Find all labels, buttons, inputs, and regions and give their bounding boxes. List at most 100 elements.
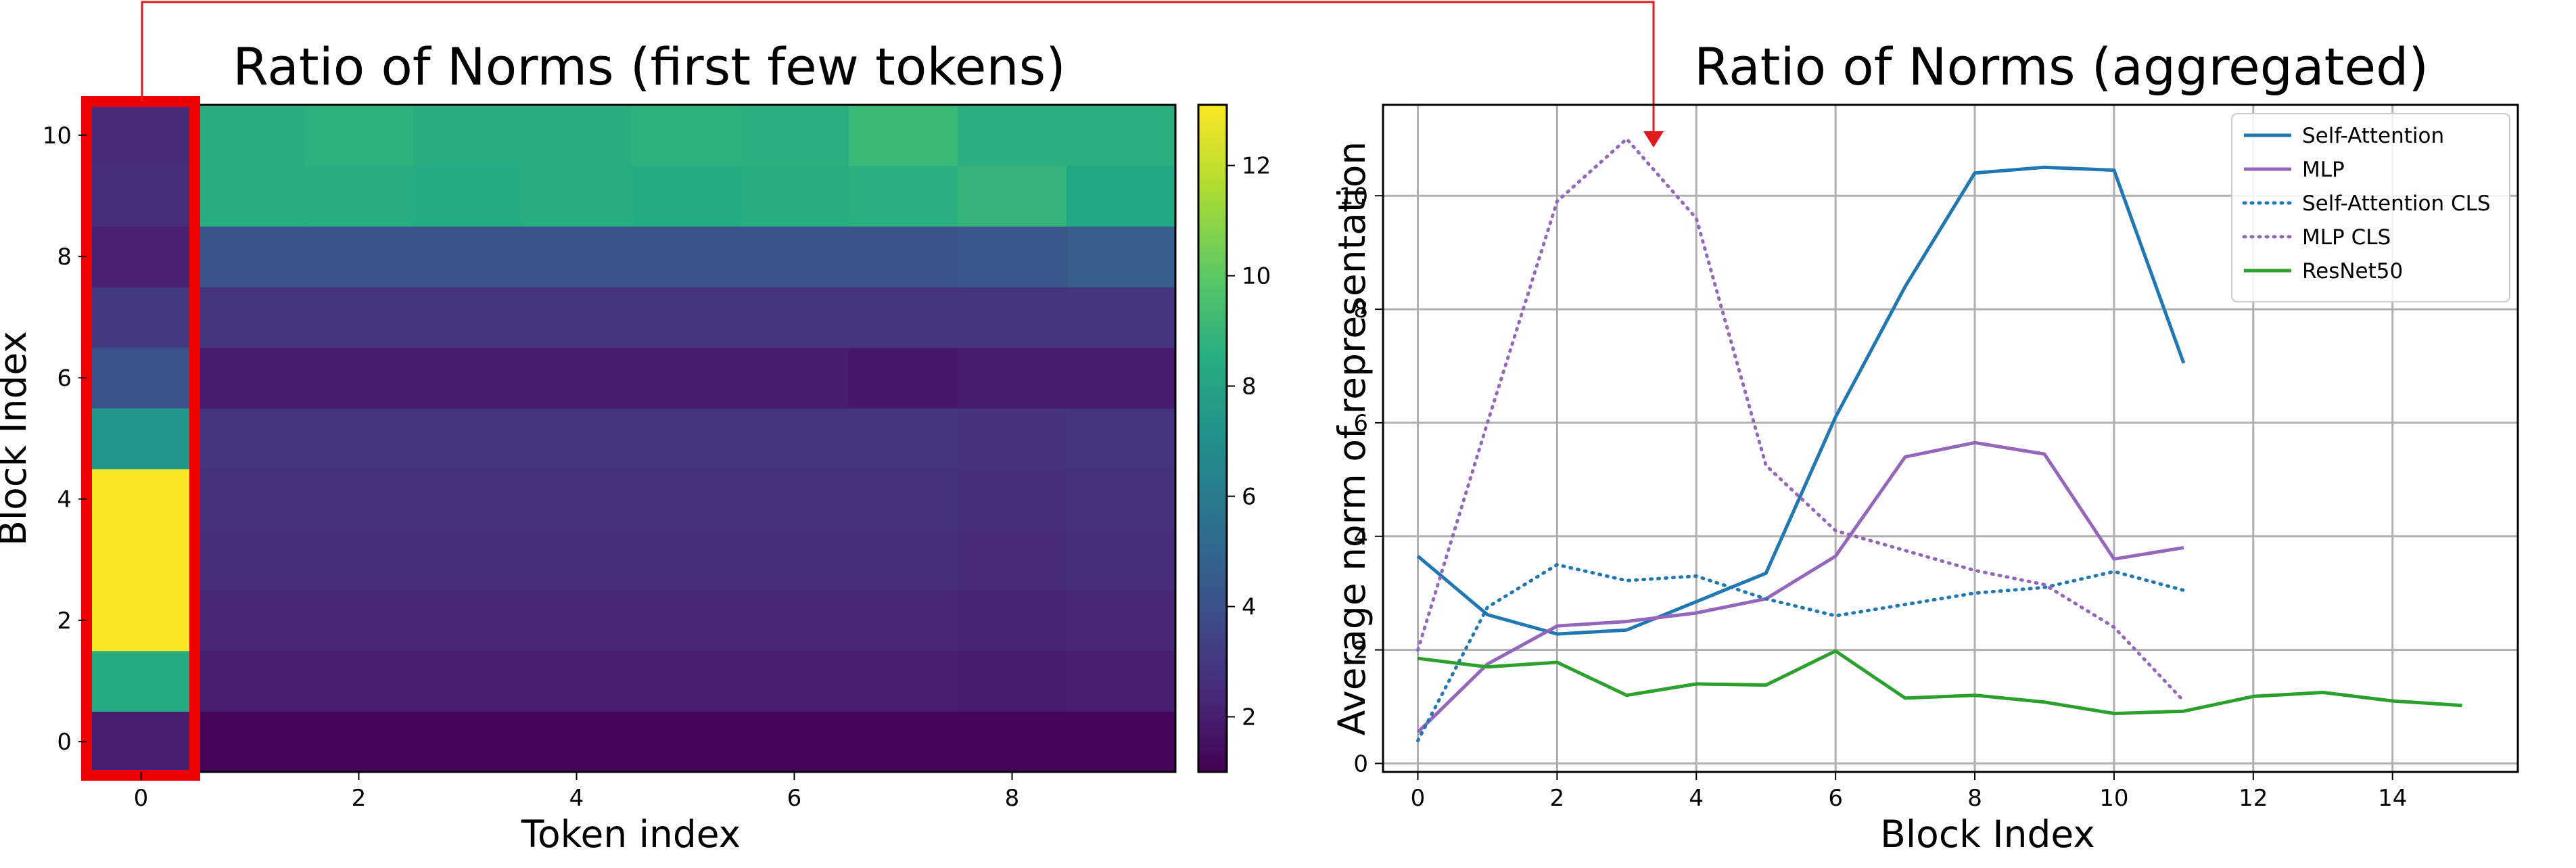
heatmap-cell — [631, 711, 741, 773]
heatmap-cell — [740, 347, 849, 409]
heatmap-cell — [1067, 286, 1176, 348]
legend-box — [2231, 113, 2510, 302]
heatmap-cell — [631, 165, 741, 227]
heatmap-x-ticks: 0 2 4 6 8 — [134, 772, 1019, 812]
line-chart-y-ticks: 0 2 4 6 8 10 — [1339, 183, 1383, 777]
x-tick-label: 6 — [787, 785, 802, 812]
series-line-mlp-cls — [1416, 137, 2186, 703]
series-line-mlp — [1416, 440, 2184, 734]
heatmap-cell — [1067, 226, 1176, 288]
heatmap-cell — [304, 650, 414, 712]
y-tick-label: 8 — [57, 244, 72, 271]
heatmap-cell — [958, 529, 1067, 591]
line-chart-frame — [1382, 104, 2519, 773]
heatmap-cell — [195, 286, 305, 348]
heatmap-cell — [87, 590, 196, 652]
heatmap-cell — [1067, 347, 1176, 409]
colorbar-tick-label: 2 — [1242, 704, 1257, 731]
heatmap-cell — [87, 347, 196, 409]
heatmap-cell — [740, 590, 849, 652]
y-tick-label: 4 — [57, 486, 72, 513]
heatmap-cell — [631, 408, 741, 470]
heatmap-cell — [304, 286, 414, 348]
heatmap-cell — [195, 529, 305, 591]
heatmap-cell — [958, 286, 1067, 348]
x-tick-label: 4 — [569, 785, 584, 812]
heatmap-cell — [740, 165, 849, 227]
x-tick-label: 4 — [1689, 785, 1704, 812]
heatmap-cell — [413, 165, 523, 227]
heatmap-cell — [1067, 105, 1176, 166]
heatmap-cell — [522, 650, 632, 712]
x-tick-label: 2 — [1550, 785, 1565, 812]
heatmap-cell — [958, 408, 1067, 470]
heatmap-cell — [849, 468, 958, 530]
y-tick-label: 2 — [1353, 637, 1368, 664]
heatmap-ylabel: Block Index — [0, 331, 34, 546]
heatmap-cell — [87, 286, 196, 348]
heatmap-cell — [1067, 468, 1176, 530]
x-tick-label: 2 — [352, 785, 367, 812]
y-tick-label: 4 — [1353, 524, 1368, 551]
legend-label: Self-Attention CLS — [2302, 191, 2491, 216]
heatmap-cell — [304, 590, 414, 652]
colorbar-gradient — [1197, 104, 1228, 773]
x-tick-label: 10 — [2099, 785, 2128, 812]
heatmap-cell — [87, 650, 196, 712]
heatmap-cell — [631, 105, 741, 166]
series-line-self-attention-cls — [1416, 563, 2186, 743]
heatmap-cell — [1067, 711, 1176, 773]
y-tick-label: 6 — [1353, 410, 1368, 437]
heatmap-cell — [195, 347, 305, 409]
heatmap-cell — [958, 650, 1067, 712]
heatmap-cell — [958, 165, 1067, 227]
heatmap-cell — [958, 226, 1067, 288]
line-chart-xlabel: Block Index — [1880, 813, 2095, 856]
heatmap-cell — [849, 529, 958, 591]
line-chart-x-ticks: 0 2 4 6 8 10 12 14 — [1411, 772, 2407, 812]
heatmap-cell — [958, 347, 1067, 409]
legend-label: ResNet50 — [2302, 259, 2403, 283]
heatmap-cell — [304, 105, 414, 166]
heatmap-cell — [87, 165, 196, 227]
heatmap-cell — [195, 226, 305, 288]
heatmap-cell — [413, 105, 523, 166]
heatmap-cell — [849, 165, 958, 227]
heatmap-cell — [304, 408, 414, 470]
heatmap-cell — [195, 711, 305, 773]
heatmap-cell — [631, 347, 741, 409]
heatmap-cell — [958, 711, 1067, 773]
arrow-path — [141, 1, 1655, 133]
heatmap-cell — [413, 650, 523, 712]
heatmap-cell — [958, 590, 1067, 652]
heatmap-cell — [631, 286, 741, 348]
heatmap-cell — [304, 711, 414, 773]
y-tick-label: 8 — [1353, 296, 1368, 323]
heatmap-cell — [522, 408, 632, 470]
heatmap-cell — [631, 468, 741, 530]
heatmap-cell — [87, 226, 196, 288]
heatmap-cell — [195, 408, 305, 470]
heatmap-cell — [1067, 408, 1176, 470]
heatmap-cell — [304, 347, 414, 409]
heatmap-cell — [849, 105, 958, 166]
heatmap-cell — [631, 226, 741, 288]
heatmap-cell — [304, 165, 414, 227]
heatmap-cell — [849, 650, 958, 712]
series-line-self-attention — [1416, 165, 2186, 636]
heatmap-cell — [413, 226, 523, 288]
heatmap-cell — [1067, 529, 1176, 591]
heatmap-cell — [631, 529, 741, 591]
heatmap-cell — [958, 105, 1067, 166]
heatmap-cell — [413, 711, 523, 773]
heatmap-cell — [849, 226, 958, 288]
heatmap-cell — [522, 711, 632, 773]
heatmap-cell — [740, 408, 849, 470]
heatmap-cell — [522, 286, 632, 348]
x-tick-label: 14 — [2378, 785, 2407, 812]
heatmap-cell — [740, 468, 849, 530]
heatmap-cell — [631, 590, 741, 652]
heatmap-cell — [195, 105, 305, 166]
heatmap-cell — [740, 226, 849, 288]
x-tick-label: 0 — [134, 785, 149, 812]
